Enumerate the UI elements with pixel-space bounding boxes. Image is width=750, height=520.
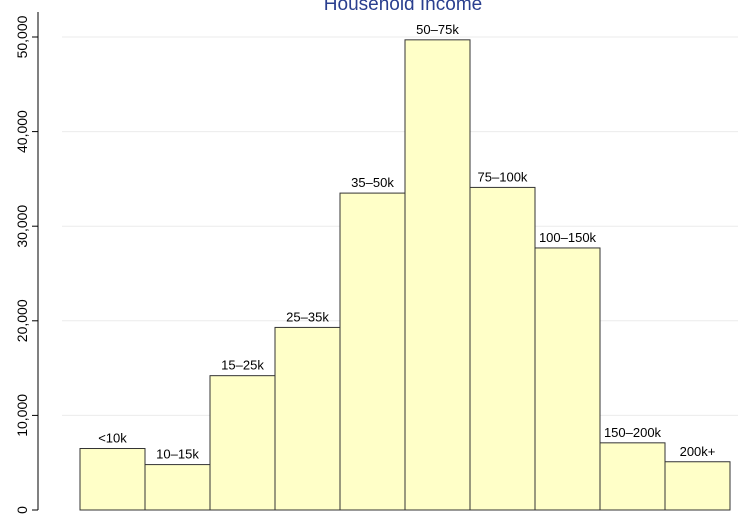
- bar: [79, 448, 146, 511]
- bar: [144, 464, 211, 511]
- y-tick-label: 30,000: [14, 205, 30, 248]
- bar-label: 100–150k: [539, 230, 597, 245]
- y-tick-label: 20,000: [14, 299, 30, 342]
- bar-label: 150–200k: [604, 425, 662, 440]
- bar-label: 75–100k: [478, 169, 528, 184]
- y-axis: 0 10,000 20,000 30,000 40,000 50,000: [14, 12, 39, 514]
- y-tick-label: 10,000: [14, 394, 30, 437]
- bar: [404, 39, 471, 511]
- bar: [469, 186, 536, 511]
- bar-label: 25–35k: [286, 309, 329, 324]
- y-tick-label: 40,000: [14, 110, 30, 153]
- bar-label: 50–75k: [416, 22, 459, 37]
- bar: [599, 442, 666, 511]
- bar-label: 35–50k: [351, 175, 394, 190]
- bars: [79, 39, 731, 511]
- bar-label: 200k+: [680, 444, 716, 459]
- bar-label: <10k: [98, 431, 127, 446]
- chart-title: Household Income: [324, 0, 482, 15]
- bar: [339, 192, 406, 511]
- bar-labels: <10k 10–15k 15–25k 25–35k 35–50k 50–75k 75–100…: [98, 22, 715, 462]
- bar-label: 15–25k: [221, 358, 264, 373]
- bar: [534, 247, 601, 511]
- bar: [274, 326, 341, 511]
- y-tick-label: 50,000: [14, 15, 30, 58]
- y-tick-label: 0: [14, 506, 30, 514]
- bar: [664, 461, 731, 511]
- bar-label: 10–15k: [156, 447, 199, 462]
- bar: [209, 375, 276, 511]
